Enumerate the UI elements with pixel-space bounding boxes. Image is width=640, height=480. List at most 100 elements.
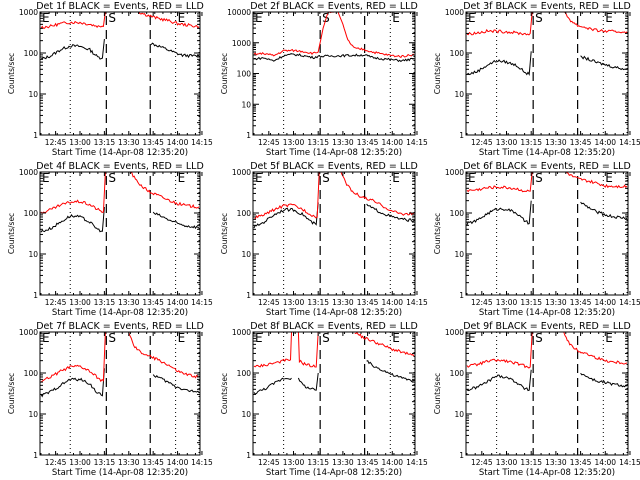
series-events-line bbox=[297, 372, 319, 391]
y-tick-label: 10000 bbox=[227, 8, 251, 17]
series-lld-line bbox=[253, 12, 415, 59]
y-tick-label: 1000 bbox=[445, 8, 464, 17]
series-lld-line bbox=[466, 332, 533, 369]
y-axis-label: Counts/sec bbox=[7, 373, 16, 414]
marker-s: S bbox=[108, 331, 116, 345]
series-lld-line bbox=[466, 12, 533, 36]
y-axis-label: Counts/sec bbox=[433, 53, 442, 94]
marker-e: E bbox=[605, 11, 613, 25]
y-tick-label: 1 bbox=[459, 451, 464, 460]
series-events-line bbox=[253, 202, 319, 229]
x-axis-label: Start Time (14-Apr-08 12:35:20) bbox=[52, 148, 188, 158]
series-lld-line bbox=[297, 332, 319, 368]
panel-title: Det 1f BLACK = Events, RED = LLD bbox=[36, 1, 204, 12]
x-tick-label: 13:15 bbox=[520, 298, 542, 307]
x-tick-label: 13:00 bbox=[496, 458, 518, 467]
panel-title: Det 3f BLACK = Events, RED = LLD bbox=[463, 1, 631, 12]
y-axis-label: Counts/sec bbox=[220, 53, 229, 94]
x-tick-label: 13:30 bbox=[332, 138, 354, 147]
marker-e: E bbox=[178, 11, 186, 25]
x-tick-label: 14:15 bbox=[191, 298, 213, 307]
x-tick-label: 13:45 bbox=[570, 458, 592, 467]
y-tick-label: 10 bbox=[28, 250, 38, 259]
x-tick-label: 12:45 bbox=[45, 138, 67, 147]
plot-frame bbox=[39, 171, 201, 296]
y-tick-label: 100 bbox=[237, 70, 252, 79]
y-tick-label: 1 bbox=[246, 131, 251, 140]
x-tick-label: 14:15 bbox=[619, 458, 640, 467]
marker-e: E bbox=[468, 11, 476, 25]
y-tick-label: 1 bbox=[246, 291, 251, 300]
marker-e: E bbox=[605, 171, 613, 185]
series-events-line bbox=[253, 53, 415, 63]
x-tick-label: 13:15 bbox=[307, 138, 329, 147]
x-axis-label: Start Time (14-Apr-08 12:35:20) bbox=[266, 148, 402, 158]
series-events-line bbox=[466, 200, 532, 226]
y-tick-label: 10 bbox=[28, 90, 38, 99]
x-tick-label: 12:45 bbox=[258, 298, 280, 307]
x-axis-label: Start Time (14-Apr-08 12:35:20) bbox=[52, 308, 188, 318]
x-tick-label: 13:15 bbox=[94, 298, 116, 307]
series-lld-line bbox=[563, 332, 628, 365]
y-tick-label: 10 bbox=[454, 250, 464, 259]
marker-e: E bbox=[605, 331, 613, 345]
x-axis-label: Start Time (14-Apr-08 12:35:20) bbox=[266, 468, 402, 478]
series-events-line bbox=[366, 360, 415, 383]
x-axis-label: Start Time (14-Apr-08 12:35:20) bbox=[479, 468, 615, 478]
series-lld-line bbox=[40, 172, 106, 215]
x-tick-label: 13:15 bbox=[520, 138, 542, 147]
series-lld-line bbox=[130, 172, 200, 209]
plot-frame bbox=[39, 11, 201, 136]
marker-s: S bbox=[108, 171, 116, 185]
series-events-line bbox=[152, 374, 200, 393]
marker-e: E bbox=[42, 331, 50, 345]
x-tick-label: 14:00 bbox=[381, 298, 403, 307]
plot-frame bbox=[39, 331, 201, 456]
x-tick-label: 13:00 bbox=[496, 138, 518, 147]
marker-e: E bbox=[42, 171, 50, 185]
x-tick-label: 12:45 bbox=[45, 298, 67, 307]
marker-s: S bbox=[108, 11, 116, 25]
panel-title: Det 8f BLACK = Events, RED = LLD bbox=[250, 321, 418, 332]
marker-e: E bbox=[42, 11, 50, 25]
y-tick-label: 1000 bbox=[232, 328, 251, 337]
series-lld-line bbox=[128, 332, 200, 379]
x-tick-label: 13:00 bbox=[283, 138, 305, 147]
series-events-line bbox=[40, 206, 105, 233]
series-lld-line bbox=[138, 12, 200, 29]
x-tick-label: 14:00 bbox=[381, 458, 403, 467]
series-events-line bbox=[466, 51, 532, 76]
x-tick-label: 12:45 bbox=[258, 138, 280, 147]
series-lld-line bbox=[466, 172, 533, 193]
plot-frame bbox=[465, 331, 629, 456]
y-tick-label: 1 bbox=[459, 131, 464, 140]
y-tick-label: 1 bbox=[33, 291, 38, 300]
y-axis-label: Counts/sec bbox=[220, 373, 229, 414]
x-tick-label: 13:00 bbox=[496, 298, 518, 307]
series-lld-line bbox=[40, 332, 106, 383]
y-tick-label: 10 bbox=[454, 90, 464, 99]
marker-e: E bbox=[255, 171, 263, 185]
plot-frame bbox=[465, 11, 629, 136]
series-lld-line bbox=[253, 172, 320, 220]
x-tick-label: 12:45 bbox=[471, 138, 493, 147]
series-events-line bbox=[152, 211, 200, 230]
x-axis-label: Start Time (14-Apr-08 12:35:20) bbox=[479, 308, 615, 318]
marker-s: S bbox=[535, 331, 543, 345]
y-tick-label: 1000 bbox=[19, 168, 38, 177]
y-tick-label: 100 bbox=[24, 369, 39, 378]
y-tick-label: 1000 bbox=[19, 8, 38, 17]
x-tick-label: 13:15 bbox=[307, 298, 329, 307]
x-tick-label: 13:45 bbox=[142, 298, 164, 307]
x-tick-label: 13:00 bbox=[69, 458, 91, 467]
marker-e: E bbox=[255, 11, 263, 25]
marker-s: S bbox=[322, 331, 330, 345]
y-axis-label: Counts/sec bbox=[7, 53, 16, 94]
series-lld-line bbox=[40, 12, 106, 29]
y-tick-label: 1000 bbox=[445, 168, 464, 177]
